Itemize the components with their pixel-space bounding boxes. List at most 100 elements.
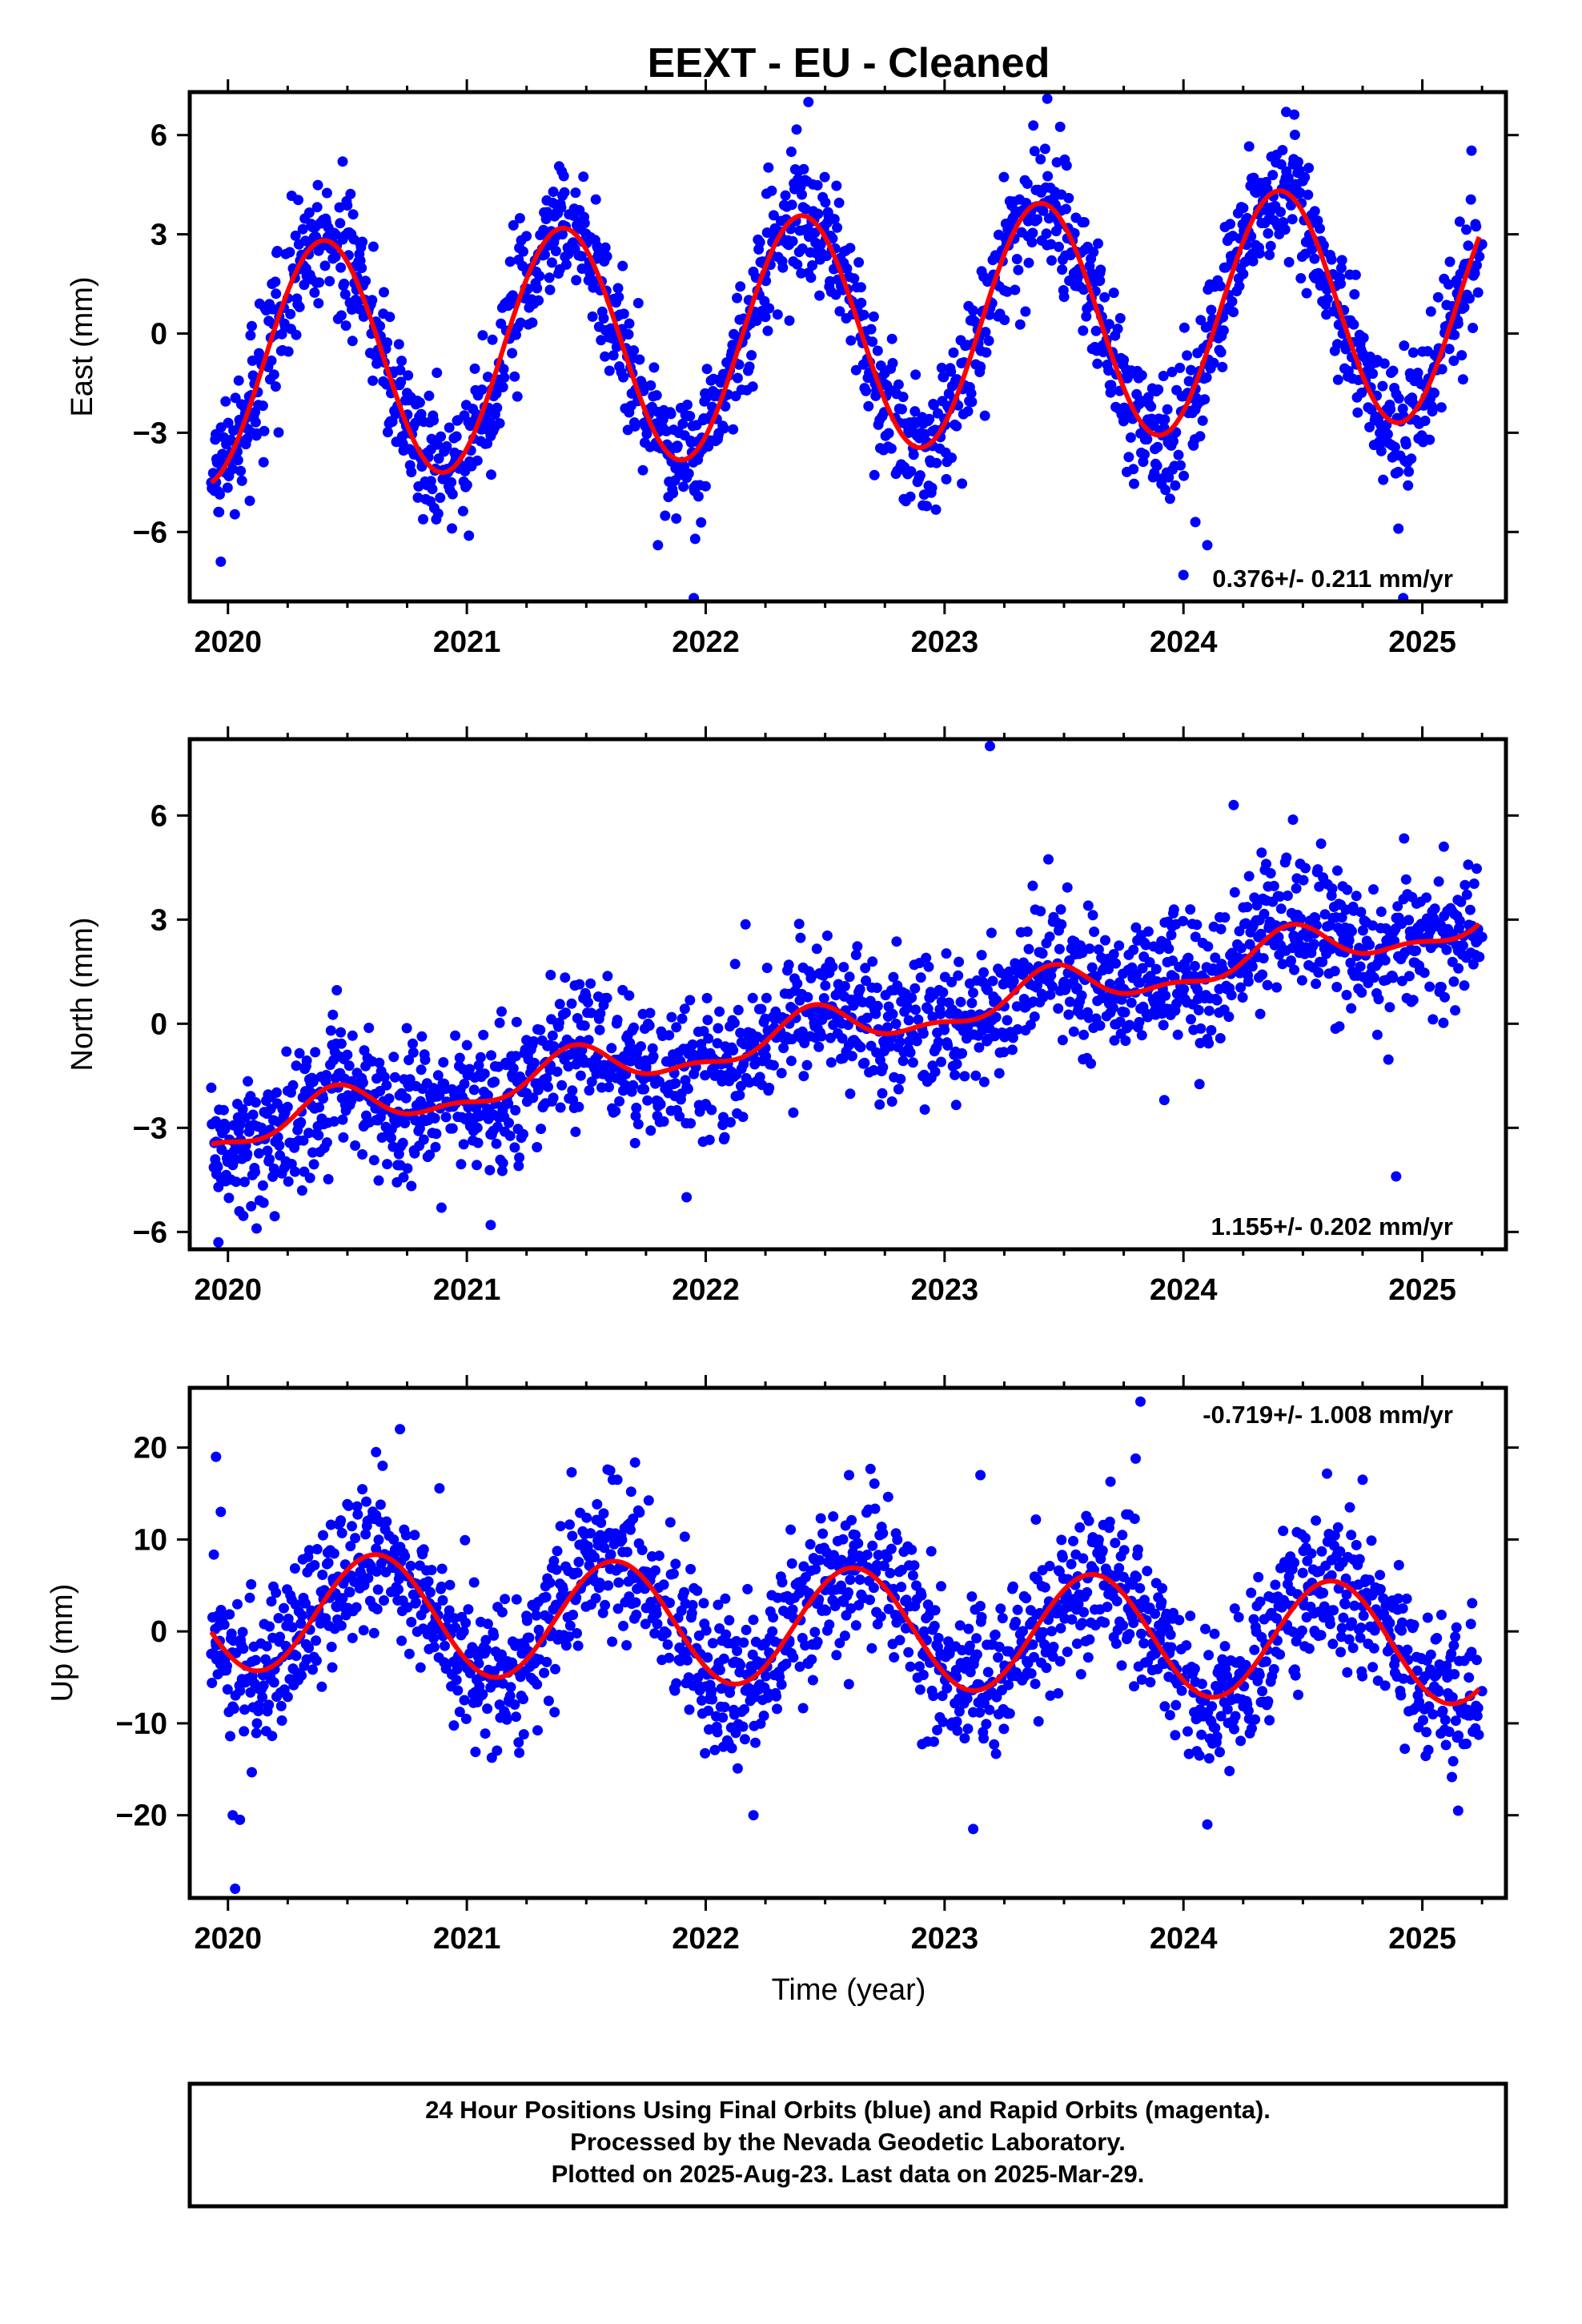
data-point — [698, 1598, 709, 1609]
data-point — [1012, 1604, 1023, 1615]
data-point — [232, 455, 243, 466]
data-point — [957, 1047, 968, 1059]
data-point — [1444, 256, 1456, 267]
data-point — [251, 1718, 263, 1729]
data-point — [954, 956, 965, 967]
data-point — [1452, 945, 1464, 956]
data-point — [258, 1197, 269, 1208]
data-point — [361, 1496, 371, 1507]
data-point — [693, 491, 704, 502]
data-point — [313, 298, 324, 309]
data-point — [528, 1035, 540, 1047]
data-point — [327, 1009, 339, 1020]
data-point — [1176, 1685, 1187, 1696]
data-point — [568, 1094, 579, 1105]
data-point — [524, 1632, 535, 1643]
data-point — [689, 1049, 700, 1060]
data-point — [614, 1096, 625, 1107]
data-point — [805, 1538, 816, 1550]
data-point — [1066, 1558, 1077, 1570]
data-point — [441, 440, 452, 452]
data-point — [572, 1567, 583, 1578]
data-point — [1471, 221, 1482, 232]
data-point — [887, 358, 898, 368]
data-point — [737, 1721, 749, 1732]
data-point — [1039, 1582, 1050, 1593]
data-point — [1054, 943, 1065, 955]
data-point — [895, 1073, 906, 1084]
data-point — [802, 991, 813, 1003]
data-point — [845, 335, 857, 346]
data-point — [1312, 215, 1323, 227]
data-point — [736, 1063, 747, 1075]
data-point — [742, 1583, 753, 1594]
data-point — [628, 345, 640, 356]
data-point — [1164, 1710, 1175, 1721]
data-point — [600, 351, 611, 362]
data-point — [672, 440, 683, 452]
data-point — [737, 1112, 749, 1123]
data-point — [623, 329, 634, 340]
data-point — [1358, 332, 1369, 344]
data-point — [242, 1148, 253, 1160]
data-point — [715, 377, 726, 388]
data-point — [1393, 393, 1404, 404]
data-point — [997, 1613, 1008, 1624]
data-point — [837, 1534, 849, 1545]
data-point — [909, 983, 921, 994]
data-point — [732, 1646, 743, 1656]
data-point — [1336, 255, 1347, 266]
data-point — [629, 420, 640, 432]
data-point — [396, 376, 407, 388]
data-point — [444, 1579, 456, 1590]
data-point — [247, 1109, 259, 1120]
data-point — [812, 179, 823, 191]
data-point — [1315, 838, 1327, 849]
data-point — [1207, 1701, 1218, 1712]
data-point — [803, 96, 814, 107]
data-point — [831, 180, 842, 191]
data-point — [1350, 269, 1361, 280]
data-point — [1078, 325, 1089, 336]
data-point — [218, 1104, 229, 1116]
data-point — [521, 1615, 532, 1626]
x-tick-label: 2023 — [911, 625, 979, 659]
data-point — [275, 1631, 286, 1642]
data-point — [707, 1638, 718, 1649]
data-point — [1082, 1586, 1093, 1598]
data-point — [712, 1727, 723, 1738]
data-point — [930, 1605, 941, 1616]
data-point — [432, 1070, 444, 1081]
data-point — [990, 1629, 1001, 1640]
data-point — [1425, 306, 1436, 317]
data-point — [1243, 976, 1254, 987]
data-point — [587, 311, 598, 322]
data-point — [461, 1039, 472, 1051]
data-point — [1379, 358, 1390, 369]
data-point — [1308, 939, 1319, 950]
data-point — [1166, 1642, 1177, 1653]
data-point — [396, 356, 408, 367]
data-point — [448, 1720, 460, 1731]
data-point — [1215, 1747, 1225, 1758]
data-point — [1214, 983, 1225, 995]
data-point — [729, 1017, 740, 1028]
scatter-cloud — [206, 1457, 1484, 1783]
data-point — [488, 1630, 500, 1641]
data-point — [499, 372, 510, 383]
data-point — [1118, 1545, 1130, 1556]
data-point — [974, 1707, 986, 1718]
data-point — [285, 308, 296, 320]
data-point — [342, 200, 353, 211]
data-point — [367, 295, 378, 306]
data-point — [250, 1167, 261, 1177]
data-point — [756, 1003, 767, 1015]
x-tick-label: 2020 — [194, 1273, 262, 1307]
data-point — [1307, 243, 1318, 255]
data-point — [250, 416, 261, 428]
data-point — [492, 1745, 503, 1756]
data-point — [1124, 1629, 1135, 1640]
data-point — [1170, 1699, 1182, 1711]
data-point — [1399, 340, 1410, 352]
y-tick-label: −3 — [133, 1112, 167, 1145]
